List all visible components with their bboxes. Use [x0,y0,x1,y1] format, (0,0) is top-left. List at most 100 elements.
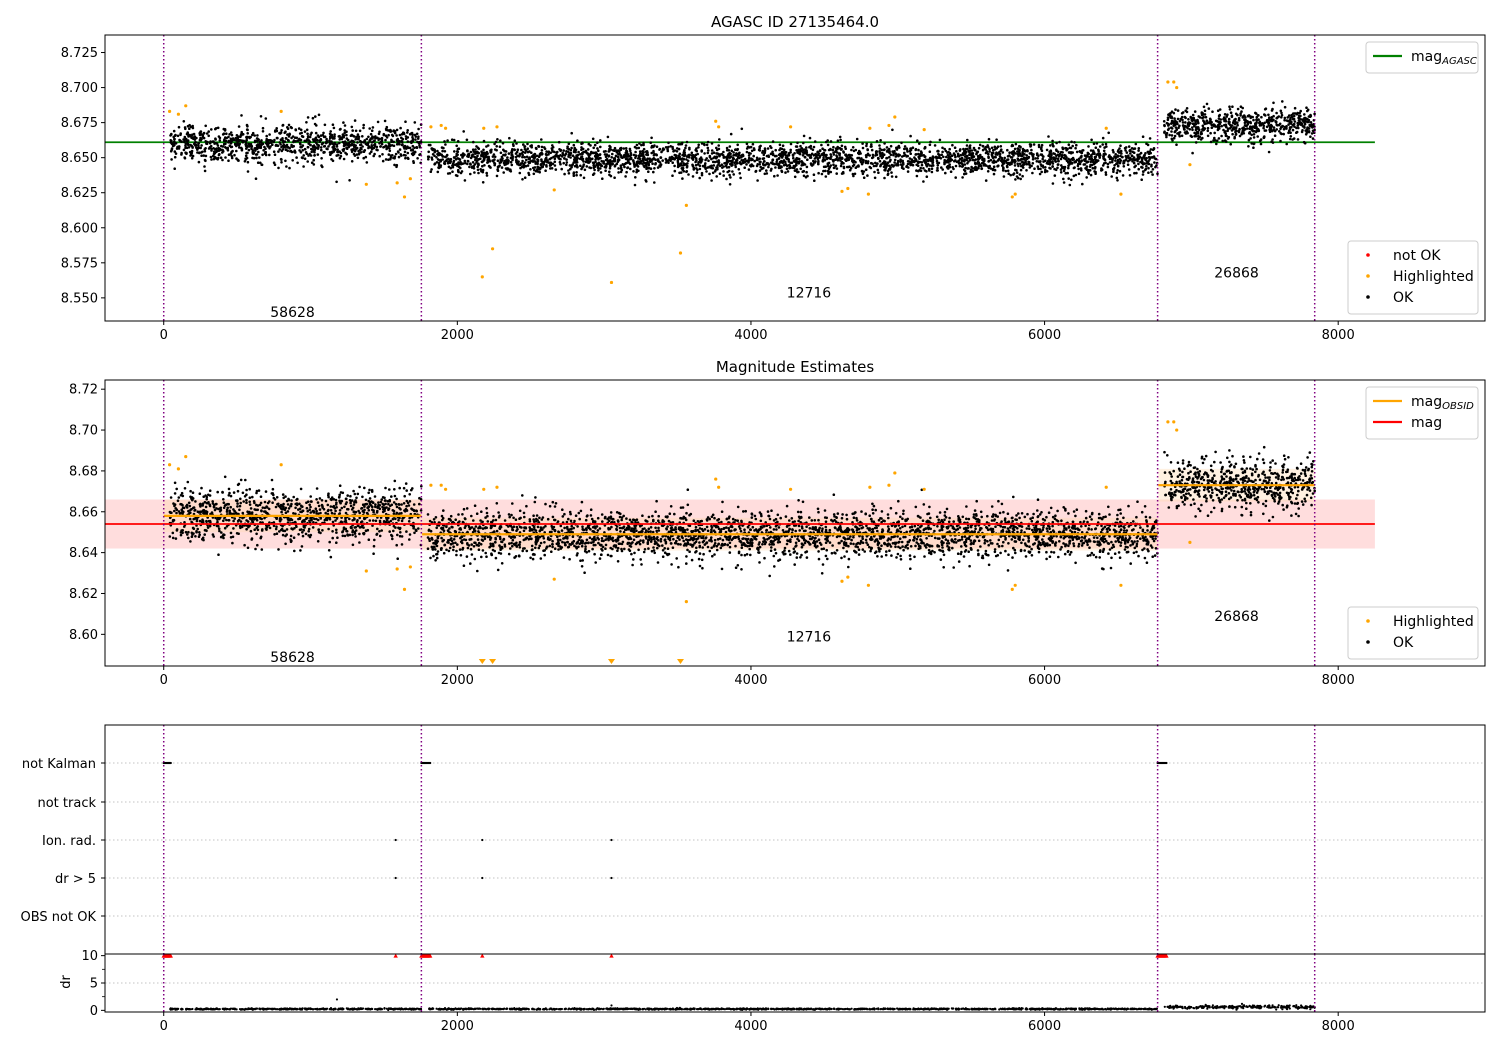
ok-point [411,137,415,141]
ok-point [516,162,519,166]
ok-point [576,139,579,142]
ok-point [789,142,793,146]
ok-point [1006,165,1009,169]
ok-point [1267,113,1270,117]
ok-point [1250,133,1253,137]
ok-point [903,145,907,148]
ok-point [802,134,806,138]
ok-point [243,543,246,547]
ok-point [1172,124,1175,128]
ok-point [879,152,882,155]
ok-point [381,159,385,163]
ok-point [802,141,805,145]
ok-point [1144,152,1147,155]
ok-point [1168,133,1171,137]
ok-point [252,156,256,160]
ok-point [710,166,713,170]
ok-point [536,158,539,161]
ok-point [954,164,958,168]
ok-point [866,148,869,151]
ok-point [210,128,213,131]
ok-point [1206,134,1210,138]
ok-point [1038,160,1041,164]
ok-point [571,163,574,166]
x-tick-label: 2000 [441,328,474,343]
ok-point [491,155,495,158]
ok-point [314,136,318,139]
ok-point [1270,140,1273,143]
ok-point [1247,145,1250,148]
ok-point [918,142,921,145]
ok-point [636,157,640,160]
ok-point [610,156,613,159]
ok-point [214,148,218,151]
ok-point [896,161,900,165]
ok-point [779,161,783,164]
ok-point [737,168,741,171]
ok-point [262,149,265,152]
ok-point [540,159,543,163]
ok-point [488,160,492,163]
ok-point [530,151,533,154]
ok-point [1047,135,1050,138]
ok-point [1193,134,1196,138]
ok-point [1019,168,1023,172]
ok-point [517,160,520,163]
ok-point [374,135,377,138]
ok-point [611,162,614,166]
ok-point [506,161,510,164]
ok-point [710,152,714,155]
ok-point [416,137,420,140]
ok-point [519,166,522,170]
ok-point [1101,136,1105,140]
ok-point [641,157,645,160]
ok-point [443,162,447,166]
ok-point [793,175,797,179]
ok-point [594,155,598,159]
ok-point [840,144,844,148]
ok-point [728,151,731,155]
ok-point [1163,123,1166,127]
ok-point [456,157,460,160]
ok-point [1089,173,1093,177]
ok-point [187,146,191,149]
ok-point [1262,124,1266,128]
ok-point [204,124,207,128]
ok-point [455,144,459,148]
ok-point [319,146,323,149]
ok-point [343,143,347,147]
ok-point [272,161,276,164]
ok-point [677,143,680,146]
ok-point [953,146,957,149]
ok-point [1098,156,1101,159]
ok-point [244,142,248,145]
ok-point [549,167,552,170]
ok-point [722,165,725,168]
ok-point [706,140,710,144]
ok-point [362,150,366,153]
ok-point [1115,171,1119,175]
ok-point [1008,151,1011,154]
ok-point [1025,154,1028,157]
ok-point [605,153,608,157]
legend-dot-swatch [1366,295,1370,299]
ok-point [553,164,557,167]
ok-point [396,150,400,153]
ok-point [1112,168,1115,172]
ok-point [180,153,183,156]
ok-point [862,176,866,179]
ok-point [747,156,751,160]
ok-point [467,153,471,157]
ok-point [650,146,653,149]
ok-point [217,146,220,150]
ok-point [451,170,454,173]
ok-point [357,135,361,139]
ok-point [555,151,558,154]
ok-point [281,139,285,143]
ok-point [567,142,571,146]
ok-point [1049,144,1052,147]
ok-point [1116,169,1119,172]
ok-point [894,175,898,179]
ok-point [275,144,279,147]
ok-point [474,150,478,154]
